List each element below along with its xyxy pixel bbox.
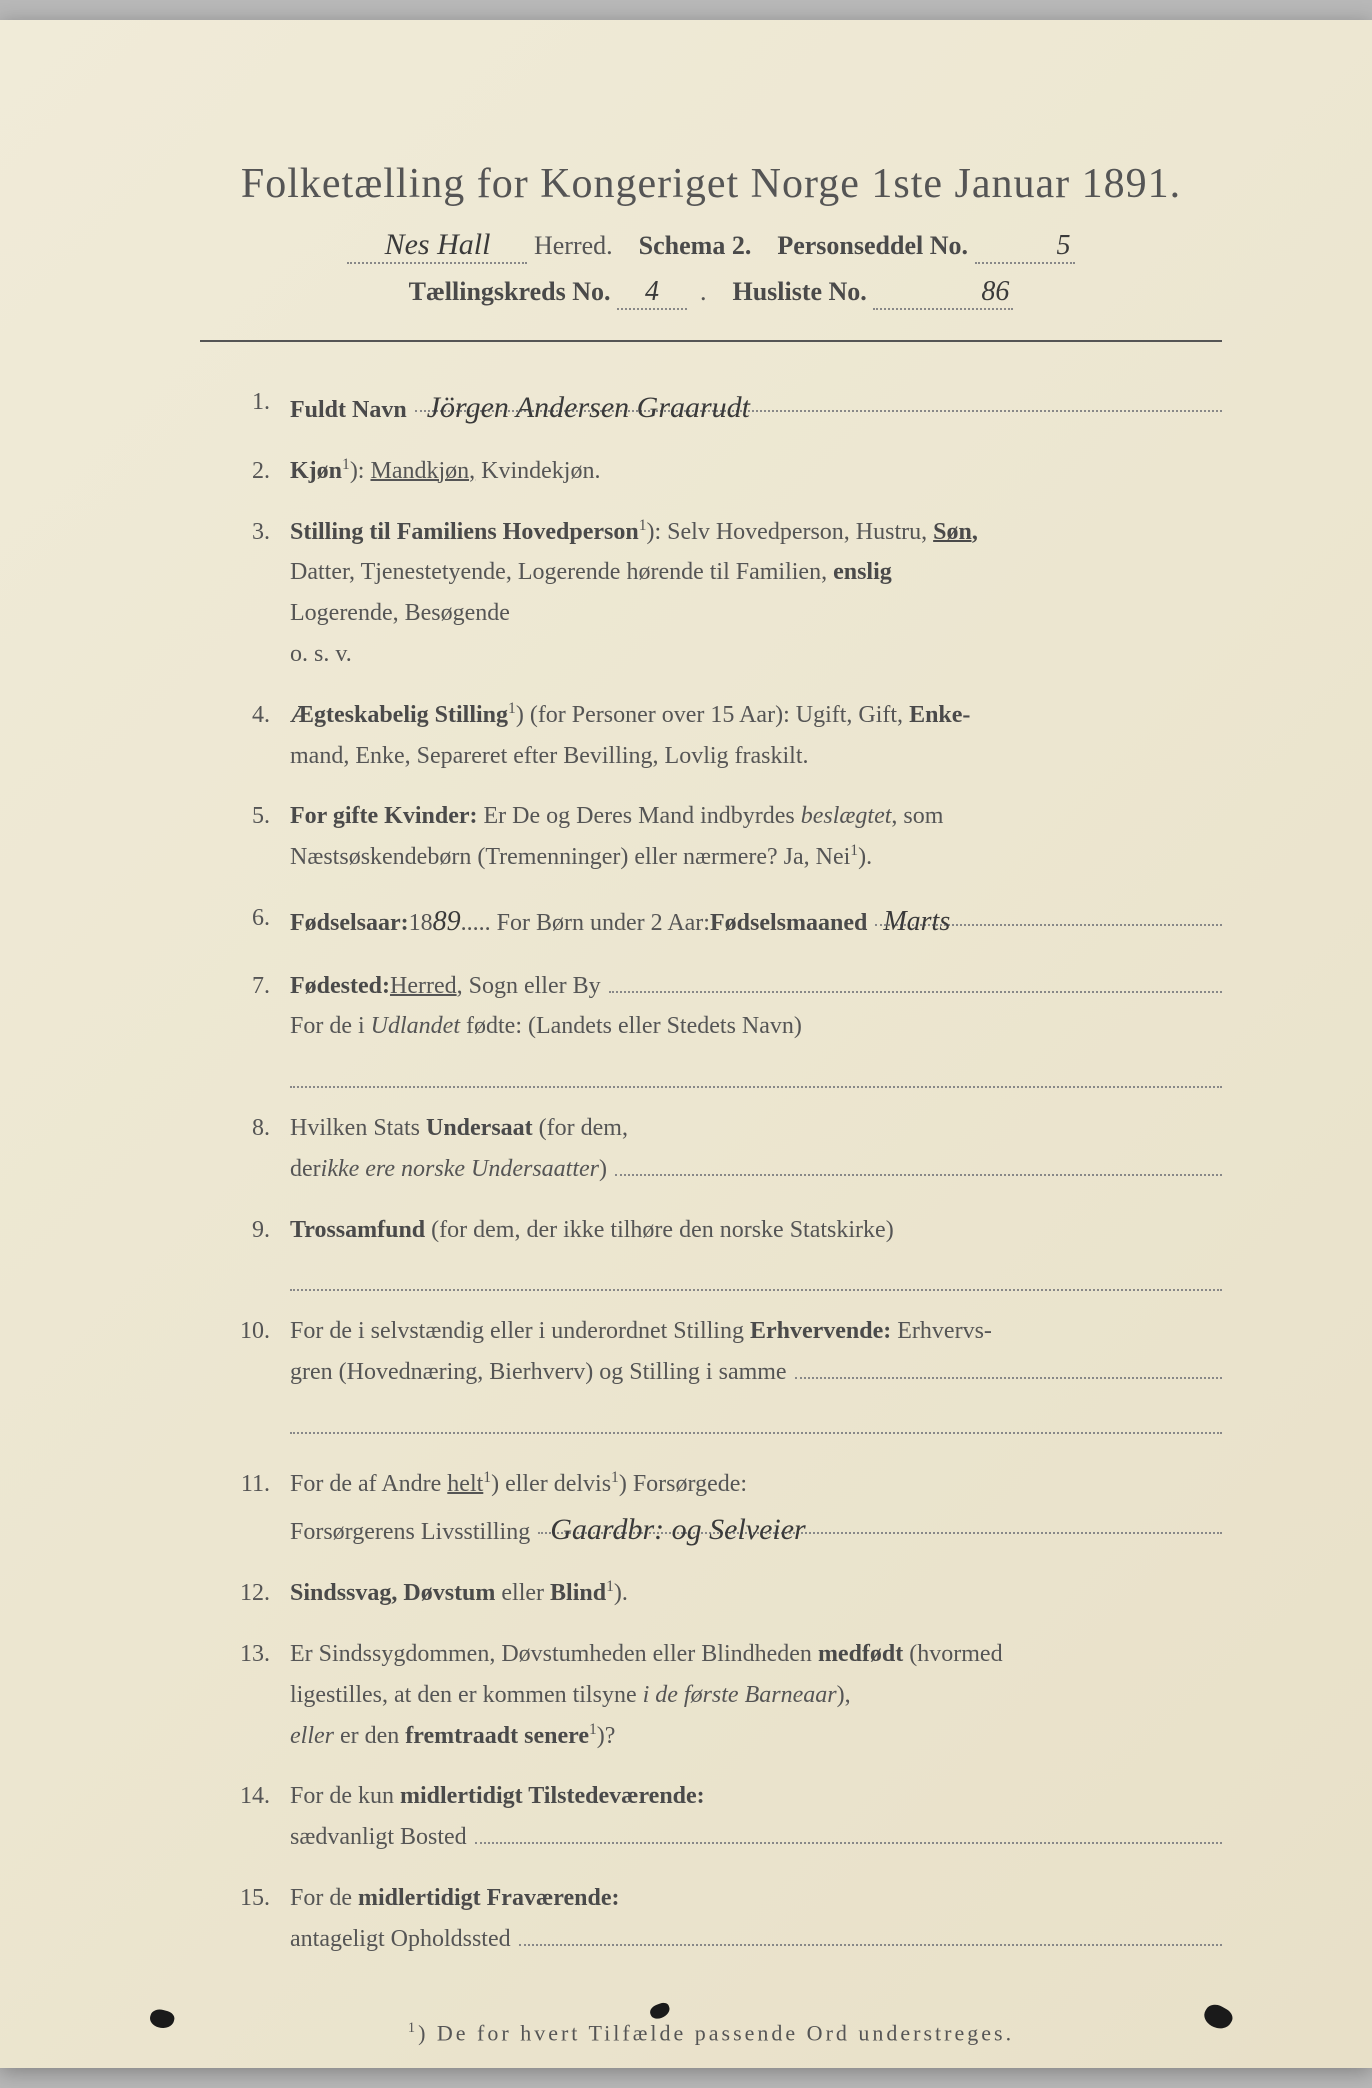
item-15: 15. For de midlertidigt Fraværende: anta… bbox=[230, 1878, 1222, 1960]
num-13: 13. bbox=[230, 1634, 290, 1756]
label-trossamfund: Trossamfund bbox=[290, 1217, 425, 1243]
bosted-fill bbox=[475, 1820, 1222, 1844]
item-8: 8. Hvilken Stats Undersaat (for dem, der… bbox=[230, 1108, 1222, 1190]
label-erhvervende: Erhvervende: bbox=[750, 1318, 891, 1344]
label-undersaat: Undersaat bbox=[426, 1115, 533, 1141]
herred-value: Nes Hall bbox=[347, 228, 527, 264]
kreds-label: Tællingskreds No. bbox=[409, 277, 611, 306]
num-15: 15. bbox=[230, 1878, 290, 1960]
num-9: 9. bbox=[230, 1210, 290, 1292]
num-6: 6. bbox=[230, 898, 290, 946]
num-12: 12. bbox=[230, 1573, 290, 1614]
item-14: 14. For de kun midlertidigt Tilstedevære… bbox=[230, 1776, 1222, 1858]
item-13: 13. Er Sindssygdommen, Døvstumheden elle… bbox=[230, 1634, 1222, 1756]
item-11: 11. For de af Andre helt1) eller delvis1… bbox=[230, 1464, 1222, 1554]
divider-rule bbox=[200, 340, 1222, 342]
year-value: 89 bbox=[433, 898, 461, 946]
item-9: 9. Trossamfund (for dem, der ikke tilhør… bbox=[230, 1210, 1222, 1292]
num-1: 1. bbox=[230, 382, 290, 431]
erhverv-fill-1 bbox=[795, 1355, 1222, 1379]
month-value: Marts bbox=[875, 898, 1222, 926]
husliste-no: 86 bbox=[873, 276, 1013, 310]
form-items: 1. Fuldt Navn Jörgen Andersen Graarudt 2… bbox=[200, 382, 1222, 1960]
label-fodselsaar: Fødselsaar: bbox=[290, 903, 409, 944]
num-5: 5. bbox=[230, 796, 290, 878]
label-aegteskab: Ægteskabelig Stilling bbox=[290, 702, 508, 728]
label-fodselsmaaned: Fødselsmaaned bbox=[710, 903, 867, 944]
num-4: 4. bbox=[230, 695, 290, 777]
label-kjon: Kjøn bbox=[290, 458, 342, 484]
item-10: 10. For de i selvstændig eller i underor… bbox=[230, 1311, 1222, 1433]
header-row-2: Tællingskreds No. 4 . Husliste No. 86 bbox=[200, 276, 1222, 310]
undersaat-fill bbox=[615, 1152, 1222, 1176]
ink-blot-icon bbox=[648, 2001, 672, 2021]
census-form-page: Folketælling for Kongeriget Norge 1ste J… bbox=[0, 20, 1372, 2068]
opholdssted-fill bbox=[519, 1922, 1222, 1946]
fodested-fill bbox=[609, 969, 1222, 993]
num-11: 11. bbox=[230, 1464, 290, 1554]
label-fravaerende: midlertidigt Fraværende: bbox=[358, 1885, 620, 1911]
fuldt-navn-value: Jörgen Andersen Graarudt bbox=[415, 382, 1222, 412]
item-1: 1. Fuldt Navn Jörgen Andersen Graarudt bbox=[230, 382, 1222, 431]
husliste-label: Husliste No. bbox=[732, 277, 866, 306]
erhverv-fill-2 bbox=[290, 1405, 1222, 1434]
kvindekjon: Kvindekjøn. bbox=[475, 458, 600, 484]
son: Søn, bbox=[933, 519, 978, 545]
item-12: 12. Sindssvag, Døvstum eller Blind1). bbox=[230, 1573, 1222, 1614]
personseddel-label: Personseddel No. bbox=[777, 231, 968, 260]
num-14: 14. bbox=[230, 1776, 290, 1858]
label-stilling: Stilling til Familiens Hovedperson bbox=[290, 519, 639, 545]
header-row-1: Nes Hall Herred. Schema 2. Personseddel … bbox=[200, 228, 1222, 264]
label-fuldt-navn: Fuldt Navn bbox=[290, 390, 407, 431]
item-4: 4. Ægteskabelig Stilling1) (for Personer… bbox=[230, 695, 1222, 777]
num-2: 2. bbox=[230, 451, 290, 492]
udlandet-fill bbox=[290, 1059, 1222, 1088]
num-10: 10. bbox=[230, 1311, 290, 1433]
ink-blot-icon bbox=[148, 2007, 176, 2031]
label-sindssvag: Sindssvag, Døvstum bbox=[290, 1580, 495, 1606]
label-fodested: Fødested: bbox=[290, 966, 390, 1007]
ink-blots bbox=[0, 1998, 1372, 2028]
form-title: Folketælling for Kongeriget Norge 1ste J… bbox=[200, 160, 1222, 208]
num-3: 3. bbox=[230, 512, 290, 675]
mandkjon: Mandkjøn, bbox=[370, 458, 475, 484]
item-7: 7. Fødested: Herred, Sogn eller By For d… bbox=[230, 966, 1222, 1088]
label-tilstedevaerende: midlertidigt Tilstedeværende: bbox=[400, 1783, 705, 1809]
kreds-no: 4 bbox=[617, 276, 687, 310]
personseddel-no: 5 bbox=[975, 230, 1075, 264]
forsorger-value: Gaardbr: og Selveier bbox=[538, 1504, 1222, 1534]
item-3: 3. Stilling til Familiens Hovedperson1):… bbox=[230, 512, 1222, 675]
num-8: 8. bbox=[230, 1108, 290, 1190]
item-6: 6. Fødselsaar: 1889 ..... For Børn under… bbox=[230, 898, 1222, 946]
label-gifte-kvinder: For gifte Kvinder: bbox=[290, 803, 478, 829]
item-2: 2. Kjøn1): Mandkjøn, Kvindekjøn. bbox=[230, 451, 1222, 492]
schema-label: Schema 2. bbox=[639, 231, 752, 260]
item-5: 5. For gifte Kvinder: Er De og Deres Man… bbox=[230, 796, 1222, 878]
herred-label: Herred. bbox=[534, 231, 613, 260]
num-7: 7. bbox=[230, 966, 290, 1088]
trossamfund-fill bbox=[290, 1262, 1222, 1291]
